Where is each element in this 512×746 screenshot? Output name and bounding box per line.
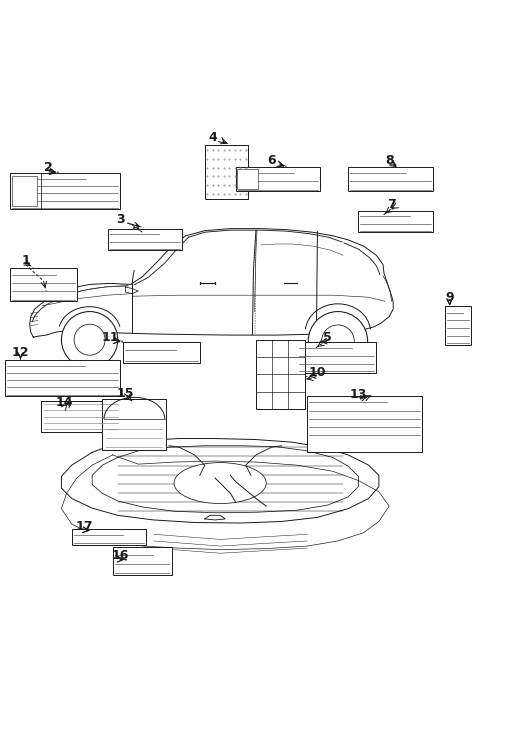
Text: 15: 15 — [117, 387, 134, 400]
Bar — [445, 307, 471, 345]
Text: 9: 9 — [445, 291, 454, 304]
Bar — [256, 339, 305, 409]
Bar — [113, 547, 172, 575]
Circle shape — [308, 312, 368, 371]
Bar — [307, 396, 422, 452]
Bar — [102, 398, 166, 450]
Text: 12: 12 — [12, 346, 29, 359]
Text: 1: 1 — [21, 254, 30, 267]
Text: 11: 11 — [101, 330, 119, 344]
Bar — [358, 210, 433, 232]
Text: 4: 4 — [208, 131, 217, 144]
Circle shape — [61, 312, 118, 368]
Bar — [10, 173, 120, 209]
Text: 17: 17 — [76, 520, 93, 533]
Circle shape — [74, 325, 105, 355]
Bar — [123, 342, 200, 363]
Bar — [237, 169, 258, 189]
Bar — [41, 401, 120, 432]
Text: 10: 10 — [309, 366, 326, 380]
Text: 14: 14 — [55, 395, 73, 409]
Bar — [108, 228, 182, 250]
Text: 7: 7 — [387, 198, 396, 210]
Ellipse shape — [174, 463, 266, 504]
Bar — [12, 176, 36, 206]
Text: 8: 8 — [385, 154, 393, 166]
Bar — [205, 145, 248, 199]
Circle shape — [322, 325, 354, 357]
Bar — [297, 342, 376, 373]
Bar — [10, 268, 77, 301]
Text: 6: 6 — [267, 154, 275, 167]
Polygon shape — [61, 439, 379, 523]
Text: 3: 3 — [116, 213, 124, 226]
Text: 16: 16 — [111, 549, 129, 562]
Text: 5: 5 — [323, 330, 332, 344]
Text: 2: 2 — [44, 160, 53, 174]
Text: 13: 13 — [350, 388, 367, 401]
Bar — [72, 529, 146, 545]
Bar — [348, 166, 433, 191]
Bar — [236, 166, 320, 191]
Bar — [5, 360, 120, 396]
Polygon shape — [30, 228, 393, 337]
